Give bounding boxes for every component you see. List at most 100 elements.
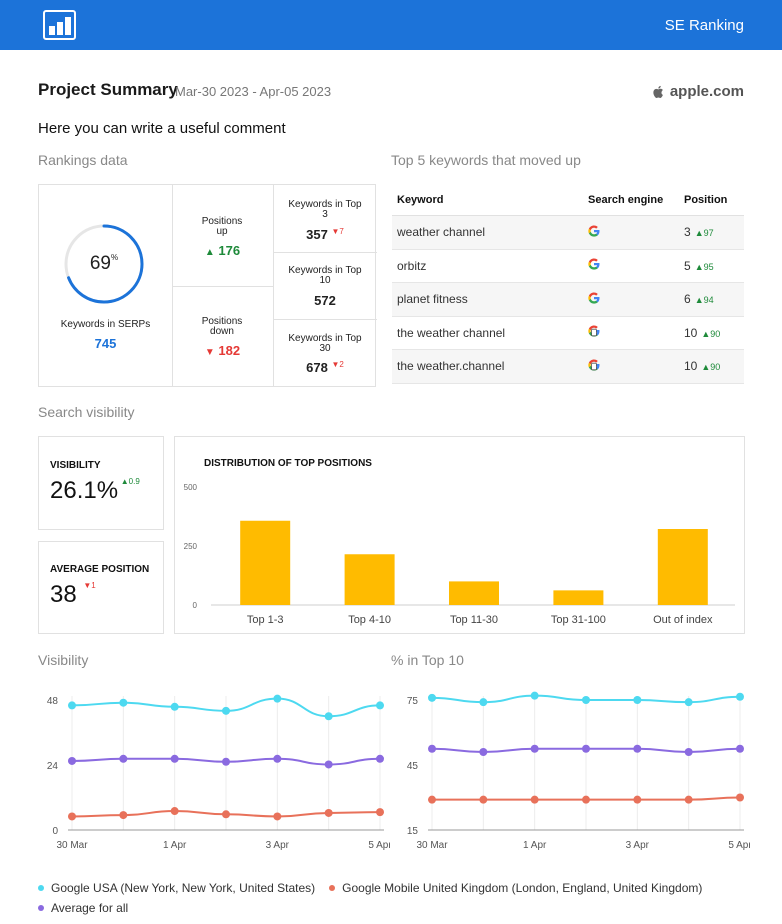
- position-change: ▲95: [694, 261, 714, 272]
- table-row: planet fitness 6 ▲94: [392, 283, 744, 317]
- data-point: [376, 701, 384, 710]
- data-point: [530, 691, 539, 700]
- data-point: [736, 793, 744, 802]
- data-point: [170, 754, 179, 763]
- serp-label: Keywords in SERPs: [60, 319, 151, 330]
- google-mobile-icon: [588, 325, 600, 337]
- rankings-panel: 69% Keywords in SERPs 745 Positions up ▲…: [38, 184, 377, 387]
- x-tick-label: 5 Apr: [368, 840, 390, 851]
- y-tick-label: 0: [52, 826, 58, 837]
- keyword-cell: planet fitness: [397, 292, 468, 307]
- top10-label: Keywords in Top 10: [288, 265, 362, 286]
- data-point: [273, 812, 282, 821]
- visibility-chart-title: Visibility: [38, 652, 89, 668]
- google-icon: [588, 225, 600, 237]
- data-point: [479, 698, 488, 707]
- down-arrow-icon: ▼: [204, 347, 215, 358]
- position-cell: 10 ▲90: [684, 359, 721, 374]
- data-point: [68, 756, 76, 765]
- top10-value: 572: [314, 293, 336, 308]
- search-engine-cell: [588, 325, 684, 340]
- table-header: Keyword Search engine Position: [392, 184, 744, 216]
- top10-line-chart: 15 45 75 30 Mar 1 Apr 3 Apr 5 Apr: [407, 691, 750, 851]
- y-tick-label: 45: [407, 761, 419, 772]
- top30-label: Keywords in Top 30: [288, 333, 362, 354]
- google-mobile-icon: [588, 359, 600, 371]
- table-row: the weather.channel 10 ▲90: [392, 350, 744, 384]
- up-arrow-icon: ▲: [120, 477, 129, 486]
- data-point: [684, 795, 693, 804]
- legend-dot: [329, 885, 336, 891]
- page-title: Project Summary: [38, 80, 178, 99]
- legend-label: Google USA (New York, New York, United S…: [51, 881, 316, 895]
- positions-up-value: ▲ 176: [204, 243, 241, 258]
- top10-chart-title: % in Top 10: [391, 652, 464, 668]
- data-point: [736, 744, 744, 753]
- data-point: [222, 757, 230, 766]
- column-header-position: Position: [684, 193, 728, 206]
- position-cell: 3 ▲97: [684, 225, 714, 240]
- search-visibility-section-title: Search visibility: [38, 404, 135, 420]
- data-point: [376, 754, 384, 763]
- position-change: ▲97: [694, 228, 714, 239]
- data-point: [324, 808, 333, 817]
- y-tick-label: 24: [47, 761, 59, 772]
- search-engine-cell: [588, 292, 684, 307]
- y-tick-label: 500: [184, 483, 198, 492]
- data-point: [222, 706, 230, 715]
- positions-down-value: ▼ 182: [204, 343, 241, 358]
- project-domain: apple.com: [652, 83, 744, 100]
- x-tick-label: 3 Apr: [266, 840, 290, 851]
- top-keywords-section-title: Top 5 keywords that moved up: [391, 152, 581, 168]
- data-point: [684, 748, 693, 756]
- y-tick-label: 15: [407, 826, 419, 837]
- x-tick-label: 30 Mar: [416, 840, 448, 851]
- data-point: [273, 754, 282, 763]
- top-bar: SE Ranking: [0, 0, 782, 50]
- legend-row-1: Google USA (New York, New York, United S…: [38, 881, 702, 895]
- column-header-keyword: Keyword: [397, 193, 444, 206]
- keyword-cell: the weather.channel: [397, 359, 505, 374]
- position-cell: 10 ▲90: [684, 325, 721, 340]
- position-change: ▲90: [701, 362, 721, 373]
- serp-gauge: [64, 224, 144, 304]
- project-comment[interactable]: Here you can write a useful comment: [38, 120, 286, 137]
- up-arrow-icon: ▲: [204, 247, 215, 258]
- data-point: [170, 702, 179, 711]
- positions-down-label: Positions down: [201, 316, 243, 337]
- position-cell: 6 ▲94: [684, 292, 714, 307]
- data-point: [428, 744, 436, 753]
- x-tick-label: 30 Mar: [56, 840, 88, 851]
- data-point: [324, 760, 333, 769]
- bar: [449, 581, 499, 605]
- data-point: [633, 744, 642, 753]
- data-point: [582, 795, 590, 804]
- y-tick-label: 250: [184, 542, 198, 551]
- keyword-cell: weather channel: [397, 225, 486, 240]
- data-point: [119, 754, 128, 763]
- y-tick-label: 0: [193, 601, 198, 610]
- distribution-chart-title: DISTRIBUTION OF TOP POSITIONS: [204, 458, 372, 469]
- data-point: [736, 692, 744, 701]
- x-tick-label: Top 11-30: [450, 614, 498, 626]
- rankings-section-title: Rankings data: [38, 152, 128, 168]
- legend-row-2: Average for all: [38, 901, 128, 915]
- x-tick-label: Out of index: [653, 614, 713, 626]
- data-point: [170, 807, 179, 816]
- average-position-card: AVERAGE POSITION 38 ▼1: [38, 541, 164, 634]
- data-point: [530, 744, 539, 753]
- legend-label: Average for all: [51, 901, 129, 915]
- table-row: orbitz 5 ▲95: [392, 250, 744, 283]
- google-icon: [588, 258, 600, 270]
- data-point: [324, 712, 333, 721]
- y-tick-label: 48: [47, 696, 59, 707]
- keyword-cell: the weather channel: [397, 325, 506, 340]
- bar: [344, 554, 395, 605]
- se-ranking-logo-icon[interactable]: [43, 10, 76, 40]
- serp-value: 745: [94, 336, 117, 351]
- x-tick-label: Top 31-100: [551, 614, 606, 626]
- top3-value: 357 ▼7: [306, 227, 344, 242]
- visibility-card: VISIBILITY 26.1% ▲0.9: [38, 436, 164, 530]
- date-range: Mar-30 2023 - Apr-05 2023: [175, 84, 332, 99]
- legend-dot: [38, 905, 44, 911]
